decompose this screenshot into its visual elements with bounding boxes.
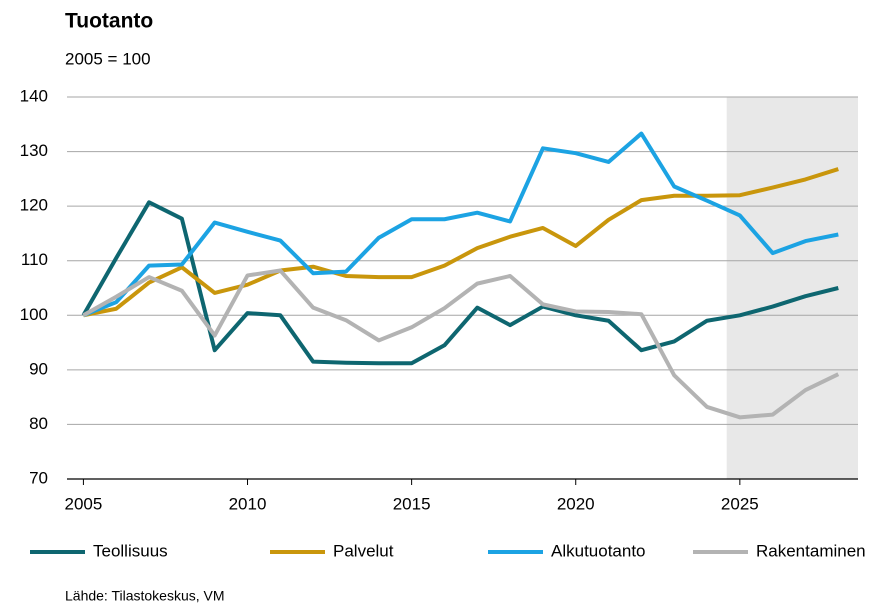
series-line (81, 200, 839, 366)
y-tick-label: 140 (20, 86, 48, 105)
x-tick-label: 2005 (64, 494, 102, 513)
x-tick-label: 2020 (557, 494, 595, 513)
x-tick-label: 2015 (393, 494, 431, 513)
y-tick-label: 70 (29, 468, 48, 487)
legend-label: Rakentaminen (756, 541, 866, 560)
series-line (82, 131, 839, 318)
legend-label: Teollisuus (93, 541, 168, 560)
y-tick-label: 100 (20, 305, 48, 324)
chart-title: Tuotanto (65, 10, 153, 33)
y-tick-label: 110 (21, 250, 48, 269)
legend-label: Alkutuotanto (551, 541, 646, 560)
series-line (83, 167, 839, 318)
x-tick-label: 2025 (721, 494, 759, 513)
source: Lähde: Tilastokeskus, VM (65, 588, 225, 604)
y-tick-label: 80 (29, 414, 48, 433)
y-tick-label: 90 (29, 359, 48, 378)
y-tick-label: 130 (20, 141, 48, 160)
series-line (82, 268, 840, 420)
x-tick-label: 2010 (229, 494, 267, 513)
y-tick-label: 120 (20, 196, 48, 215)
chart-subtitle: 2005 = 100 (65, 49, 151, 68)
legend-label: Palvelut (333, 541, 394, 560)
